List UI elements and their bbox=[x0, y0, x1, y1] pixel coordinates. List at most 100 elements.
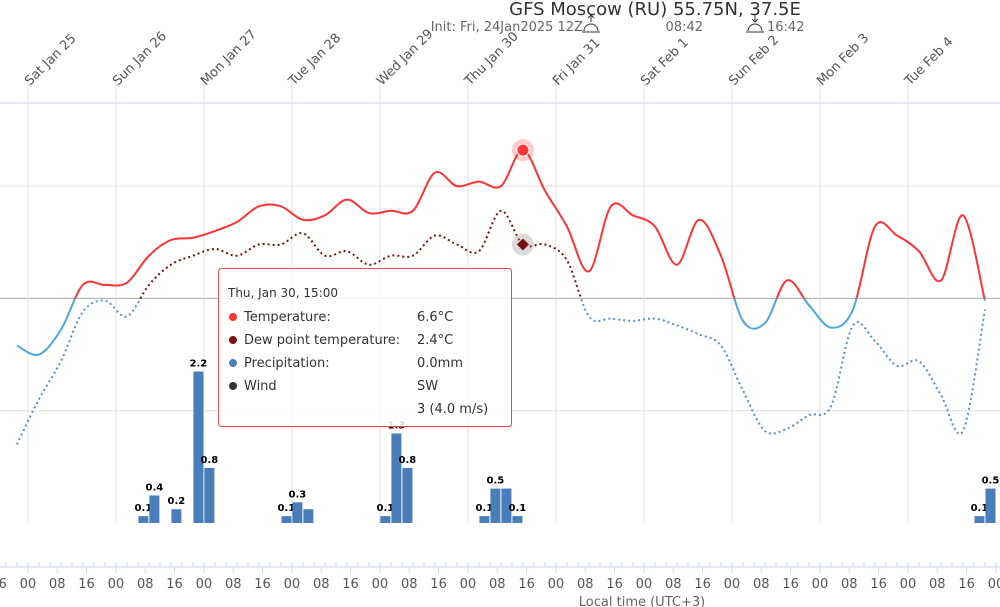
precipitation-bar bbox=[149, 495, 160, 523]
sunrise-icon bbox=[582, 14, 600, 33]
top-tick-label: Tue Jan 28 bbox=[285, 31, 344, 90]
x-tick-label: 00 bbox=[548, 577, 565, 592]
top-tick-label: Tue Feb 4 bbox=[901, 35, 956, 90]
precipitation-bar bbox=[292, 502, 303, 523]
x-tick-label: 08 bbox=[137, 577, 154, 592]
x-tick-label: 08 bbox=[929, 577, 946, 592]
tooltip-bullet bbox=[229, 359, 237, 367]
top-tick-label: Wed Jan 29 bbox=[374, 26, 436, 88]
x-tick-label: 08 bbox=[665, 577, 682, 592]
sunset-time: 16:42 bbox=[767, 20, 804, 35]
x-tick-label: 16 bbox=[342, 577, 359, 592]
x-tick-label: 08 bbox=[225, 577, 242, 592]
tooltip-title: Thu, Jan 30, 15:00 bbox=[227, 286, 338, 300]
precipitation-label: 0.1 bbox=[278, 503, 296, 514]
precipitation-label: 0.1 bbox=[377, 503, 395, 514]
x-tick-label: 08 bbox=[577, 577, 594, 592]
top-tick-label: Sun Feb 2 bbox=[726, 33, 782, 89]
tooltip-bullet bbox=[229, 336, 237, 344]
tooltip-value: 0.0mm bbox=[417, 356, 463, 371]
precipitation-bar bbox=[171, 509, 182, 523]
precipitation-bar bbox=[501, 488, 512, 523]
x-tick-label: 00 bbox=[812, 577, 829, 592]
x-tick-label: 08 bbox=[489, 577, 506, 592]
top-tick-label: Thu Jan 30 bbox=[461, 29, 521, 89]
top-tick-label: Sun Jan 26 bbox=[110, 29, 170, 89]
chart-title: GFS Moscow (RU) 55.75N, 37.5E bbox=[509, 0, 801, 20]
x-tick-label: 00 bbox=[196, 577, 213, 592]
x-tick-label: 16 bbox=[0, 577, 7, 592]
dew-point-line bbox=[15, 209, 986, 445]
precipitation-label: 2.2 bbox=[190, 359, 208, 370]
x-tick-label: 00 bbox=[284, 577, 301, 592]
x-tick-label: 16 bbox=[694, 577, 711, 592]
hover-point bbox=[516, 238, 529, 251]
precipitation-bar bbox=[985, 488, 996, 523]
tooltip-label: Dew point temperature: bbox=[244, 333, 400, 348]
precipitation-label: 0.2 bbox=[168, 496, 186, 507]
tooltip-label: Wind bbox=[244, 379, 277, 394]
temperature-line bbox=[16, 149, 986, 356]
precipitation-bar bbox=[193, 371, 204, 523]
x-tick-label: 08 bbox=[753, 577, 770, 592]
tooltip-value: 6.6°C bbox=[417, 310, 453, 325]
x-tick-label: 16 bbox=[870, 577, 887, 592]
sunset-icon bbox=[746, 15, 764, 33]
tooltip-bullet bbox=[229, 382, 237, 390]
x-tick-label: 00 bbox=[636, 577, 653, 592]
top-tick-label: Sat Jan 25 bbox=[22, 31, 79, 88]
precipitation-label: 0.1 bbox=[971, 503, 989, 514]
precipitation-label: 0.1 bbox=[509, 503, 527, 514]
top-tick-label: Fri Jan 31 bbox=[550, 36, 603, 89]
x-tick-label: 16 bbox=[78, 577, 95, 592]
precipitation-label: 0.5 bbox=[487, 476, 505, 487]
tooltip-label: Precipitation: bbox=[244, 356, 330, 371]
precipitation-bar bbox=[380, 516, 391, 523]
x-tick-label: 08 bbox=[401, 577, 418, 592]
precipitation-bar bbox=[512, 516, 523, 523]
tooltip-box bbox=[218, 268, 512, 427]
x-tick-label: 16 bbox=[958, 577, 975, 592]
hover-point bbox=[516, 143, 530, 157]
x-tick-label: 00 bbox=[460, 577, 477, 592]
x-tick-label: 08 bbox=[841, 577, 858, 592]
x-tick-label: 00 bbox=[988, 577, 1000, 592]
x-tick-label: 00 bbox=[724, 577, 741, 592]
x-tick-label: 00 bbox=[372, 577, 389, 592]
precipitation-bar bbox=[490, 488, 501, 523]
precipitation-label: 0.1 bbox=[135, 503, 153, 514]
sunrise-time: 08:42 bbox=[666, 20, 703, 35]
precipitation-label: 0.1 bbox=[476, 503, 494, 514]
top-tick-label: Mon Feb 3 bbox=[814, 31, 872, 89]
x-tick-label: 16 bbox=[782, 577, 799, 592]
top-tick-label: Sat Feb 1 bbox=[638, 35, 692, 89]
precipitation-bar bbox=[391, 433, 402, 523]
x-tick-label: 00 bbox=[900, 577, 917, 592]
precipitation-bar bbox=[204, 467, 215, 523]
tooltip-label: Temperature: bbox=[243, 310, 331, 325]
precipitation-label: 0.8 bbox=[201, 455, 219, 466]
precipitation-bar bbox=[281, 516, 292, 523]
precipitation-label: 0.8 bbox=[399, 455, 417, 466]
precipitation-bar bbox=[479, 516, 490, 523]
x-tick-label: 16 bbox=[606, 577, 623, 592]
precipitation-bar bbox=[974, 516, 985, 523]
x-tick-label: 16 bbox=[166, 577, 183, 592]
x-tick-label: 16 bbox=[254, 577, 271, 592]
x-tick-label: 08 bbox=[313, 577, 330, 592]
precipitation-bar bbox=[402, 467, 413, 523]
tooltip-extra: 3 (4.0 m/s) bbox=[417, 402, 488, 417]
x-tick-label: 16 bbox=[430, 577, 447, 592]
x-tick-label: 00 bbox=[108, 577, 125, 592]
chart-subtitle: Init: Fri, 24Jan2025 12Z bbox=[431, 20, 583, 35]
tooltip-value: SW bbox=[417, 379, 438, 394]
tooltip-bullet bbox=[229, 313, 237, 321]
x-tick-label: 08 bbox=[49, 577, 66, 592]
top-tick-label: Mon Jan 27 bbox=[198, 27, 260, 89]
x-tick-label: 00 bbox=[20, 577, 37, 592]
tooltip-value: 2.4°C bbox=[417, 333, 453, 348]
precipitation-bar bbox=[303, 509, 314, 523]
x-tick-label: 16 bbox=[518, 577, 535, 592]
precipitation-label: 0.4 bbox=[146, 482, 164, 493]
